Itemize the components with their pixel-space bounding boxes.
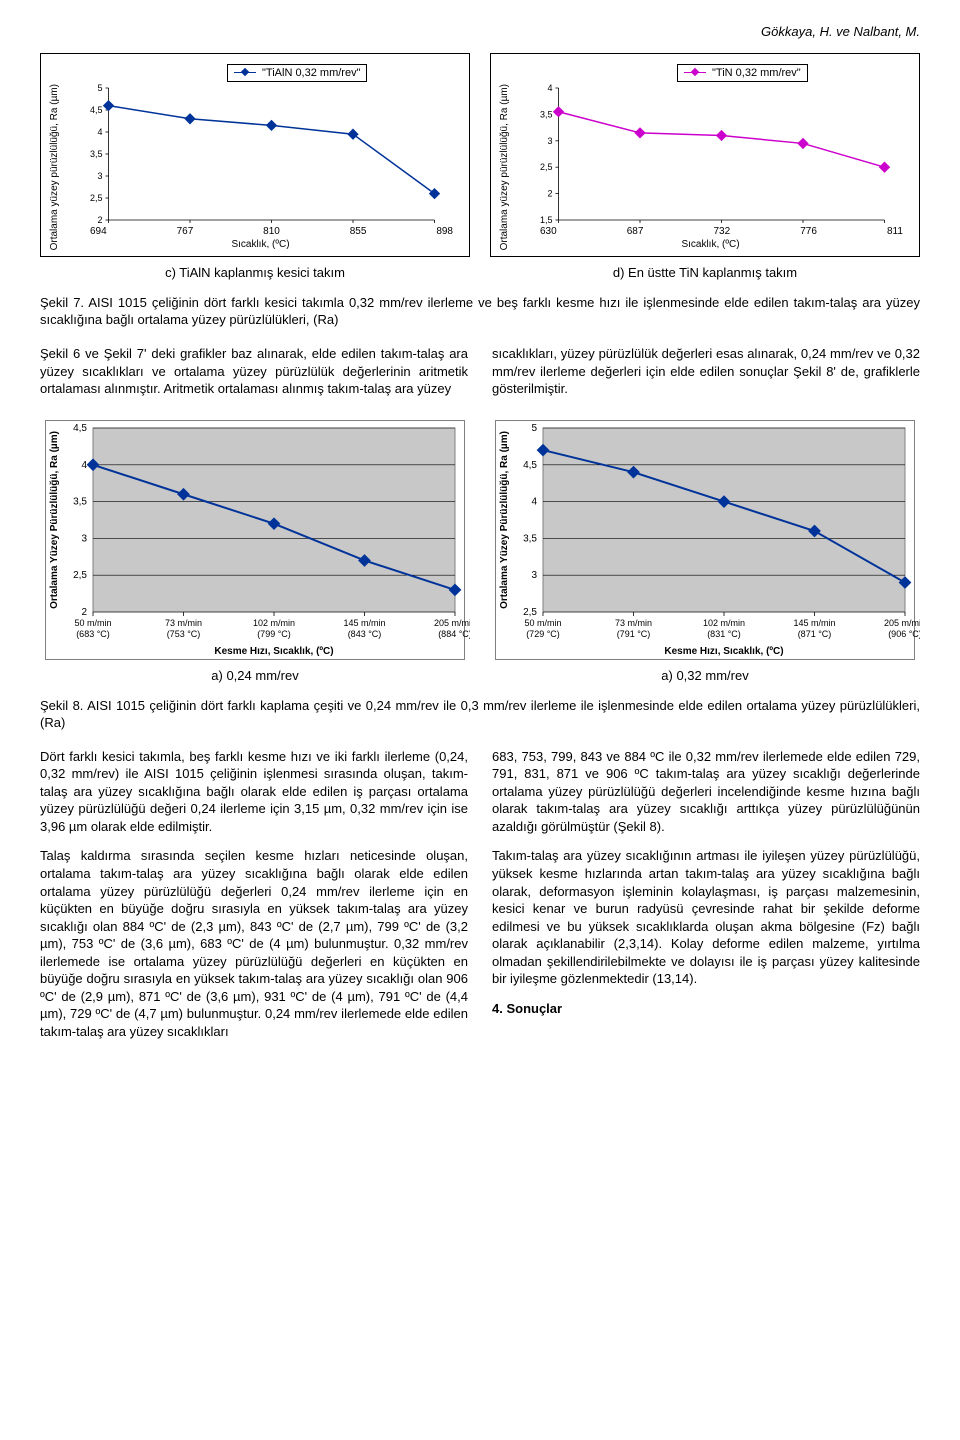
svg-text:Kesme Hızı, Sıcaklık, (ºC): Kesme Hızı, Sıcaklık, (ºC) [214,646,333,657]
svg-text:102 m/min: 102 m/min [703,618,745,628]
chart-d-xticks: 630687732776811 [512,224,909,237]
col-left-p2: Talaş kaldırma sırasında seçilen kesme h… [40,847,468,1040]
svg-text:(831 °C): (831 °C) [707,629,741,639]
svg-text:3,5: 3,5 [540,109,553,119]
chart-row-top: "TiAlN 0,32 mm/rev" Ortalama yüzey pürüz… [40,53,920,257]
legend-marker-c [234,72,256,73]
chart-c-xticks: 694767810855898 [62,224,459,237]
svg-text:4,5: 4,5 [523,459,537,470]
chart-c-ylabel: Ortalama yüzey pürüzlülüğü, Ra (µm) [47,84,62,250]
svg-text:3: 3 [531,570,537,581]
svg-text:145 m/min: 145 m/min [793,618,835,628]
svg-text:2,5: 2,5 [540,162,553,172]
para-block-2: Dört farklı kesici takımla, beş farklı k… [40,748,920,1053]
svg-text:4,5: 4,5 [90,105,103,115]
col-right-p2: Takım-talaş ara yüzey sıcaklığının artma… [492,847,920,987]
svg-text:(791 °C): (791 °C) [617,629,651,639]
svg-text:(843 °C): (843 °C) [348,629,382,639]
figure8-caption: Şekil 8. AISI 1015 çeliğinin dört farklı… [40,697,920,732]
svg-text:2,5: 2,5 [90,193,103,203]
svg-text:(753 °C): (753 °C) [167,629,201,639]
svg-text:4: 4 [81,459,87,470]
svg-text:Ortalama Yüzey Pürüzlülüğü, Ra: Ortalama Yüzey Pürüzlülüğü, Ra (µm) [49,431,60,609]
chart-c-xlabel: Sıcaklık, (ºC) [62,239,459,250]
svg-text:5: 5 [97,83,102,93]
legend-marker-d [684,72,706,73]
svg-text:73 m/min: 73 m/min [165,618,202,628]
chart-c-legend: "TiAlN 0,32 mm/rev" [227,64,367,82]
chart-d-legend-label: "TiN 0,32 mm/rev" [712,67,801,79]
svg-text:4,5: 4,5 [73,423,87,434]
col-left-p1: Dört farklı kesici takımla, beş farklı k… [40,748,468,836]
chart-c-legend-label: "TiAlN 0,32 mm/rev" [262,67,360,79]
svg-text:3,5: 3,5 [523,533,537,544]
caption-d: d) En üstte TiN kaplanmış takım [490,265,920,280]
section-4-title: 4. Sonuçlar [492,1000,920,1018]
chart-c-box: "TiAlN 0,32 mm/rev" Ortalama yüzey pürüz… [40,53,470,257]
svg-text:102 m/min: 102 m/min [253,618,295,628]
chart-c-plot: 2 2,5 3 3,5 4 4,5 5 [62,84,459,224]
svg-text:3: 3 [81,533,87,544]
svg-text:4: 4 [531,496,537,507]
svg-text:3: 3 [97,171,102,181]
svg-text:4: 4 [547,83,552,93]
svg-text:Kesme Hızı, Sıcaklık, (ºC): Kesme Hızı, Sıcaklık, (ºC) [664,646,783,657]
para-left-1: Şekil 6 ve Şekil 7' deki grafikler baz a… [40,345,468,398]
svg-text:205 m/min: 205 m/min [434,618,470,628]
chart-d-box: "TiN 0,32 mm/rev" Ortalama yüzey pürüzlü… [490,53,920,257]
svg-text:Ortalama Yüzey Pürüzlülüğü, Ra: Ortalama Yüzey Pürüzlülüğü, Ra (µm) [499,431,510,609]
svg-text:5: 5 [531,423,537,434]
svg-text:2,5: 2,5 [523,607,537,618]
chart-d-ylabel: Ortalama yüzey pürüzlülüğü, Ra (µm) [497,84,512,250]
para-right-1: sıcaklıkları, yüzey pürüzlülük değerleri… [492,345,920,398]
caption-row-cd: c) TiAlN kaplanmış kesici takım d) En üs… [40,265,920,280]
svg-text:2: 2 [547,188,552,198]
svg-text:3,5: 3,5 [73,496,87,507]
chart-a2: 2,5 3 3,5 4 4,5 5 Ortalama Yüzey Pürüzlülüğü, … [490,420,920,660]
caption-c: c) TiAlN kaplanmış kesici takım [40,265,470,280]
svg-text:3,5: 3,5 [90,149,103,159]
para-block-1: Şekil 6 ve Şekil 7' deki grafikler baz a… [40,345,920,410]
svg-text:(799 °C): (799 °C) [257,629,291,639]
chart-d-plot: 1,5 2 2,5 3 3,5 4 [512,84,909,224]
sub-caption-row: a) 0,24 mm/rev a) 0,32 mm/rev [40,664,920,693]
svg-text:50 m/min: 50 m/min [74,618,111,628]
sub-caption-a2: a) 0,32 mm/rev [490,668,920,683]
chart-d-xlabel: Sıcaklık, (ºC) [512,239,909,250]
svg-text:(871 °C): (871 °C) [798,629,832,639]
svg-text:(729 °C): (729 °C) [526,629,560,639]
chart-d-legend: "TiN 0,32 mm/rev" [677,64,808,82]
svg-text:2: 2 [81,607,87,618]
svg-text:3: 3 [547,135,552,145]
svg-text:50 m/min: 50 m/min [524,618,561,628]
chart-row-bottom: 2 2,5 3 3,5 4 4,5 Ortalama Yüzey Pürüzlülüğü, … [40,420,920,660]
chart-a1: 2 2,5 3 3,5 4 4,5 Ortalama Yüzey Pürüzlülüğü, … [40,420,470,660]
svg-text:(884 °C): (884 °C) [438,629,470,639]
svg-text:73 m/min: 73 m/min [615,618,652,628]
col-right-p1: 683, 753, 799, 843 ve 884 ºC ile 0,32 mm… [492,748,920,836]
svg-text:4: 4 [97,127,102,137]
svg-text:(683 °C): (683 °C) [76,629,110,639]
sub-caption-a1: a) 0,24 mm/rev [40,668,470,683]
svg-text:145 m/min: 145 m/min [343,618,385,628]
svg-text:205 m/min: 205 m/min [884,618,920,628]
page-header-authors: Gökkaya, H. ve Nalbant, M. [40,24,920,39]
figure7-caption: Şekil 7. AISI 1015 çeliğinin dört farklı… [40,294,920,329]
svg-text:(906 °C): (906 °C) [888,629,920,639]
svg-text:2: 2 [97,215,102,225]
svg-text:1,5: 1,5 [540,215,553,225]
svg-text:2,5: 2,5 [73,570,87,581]
